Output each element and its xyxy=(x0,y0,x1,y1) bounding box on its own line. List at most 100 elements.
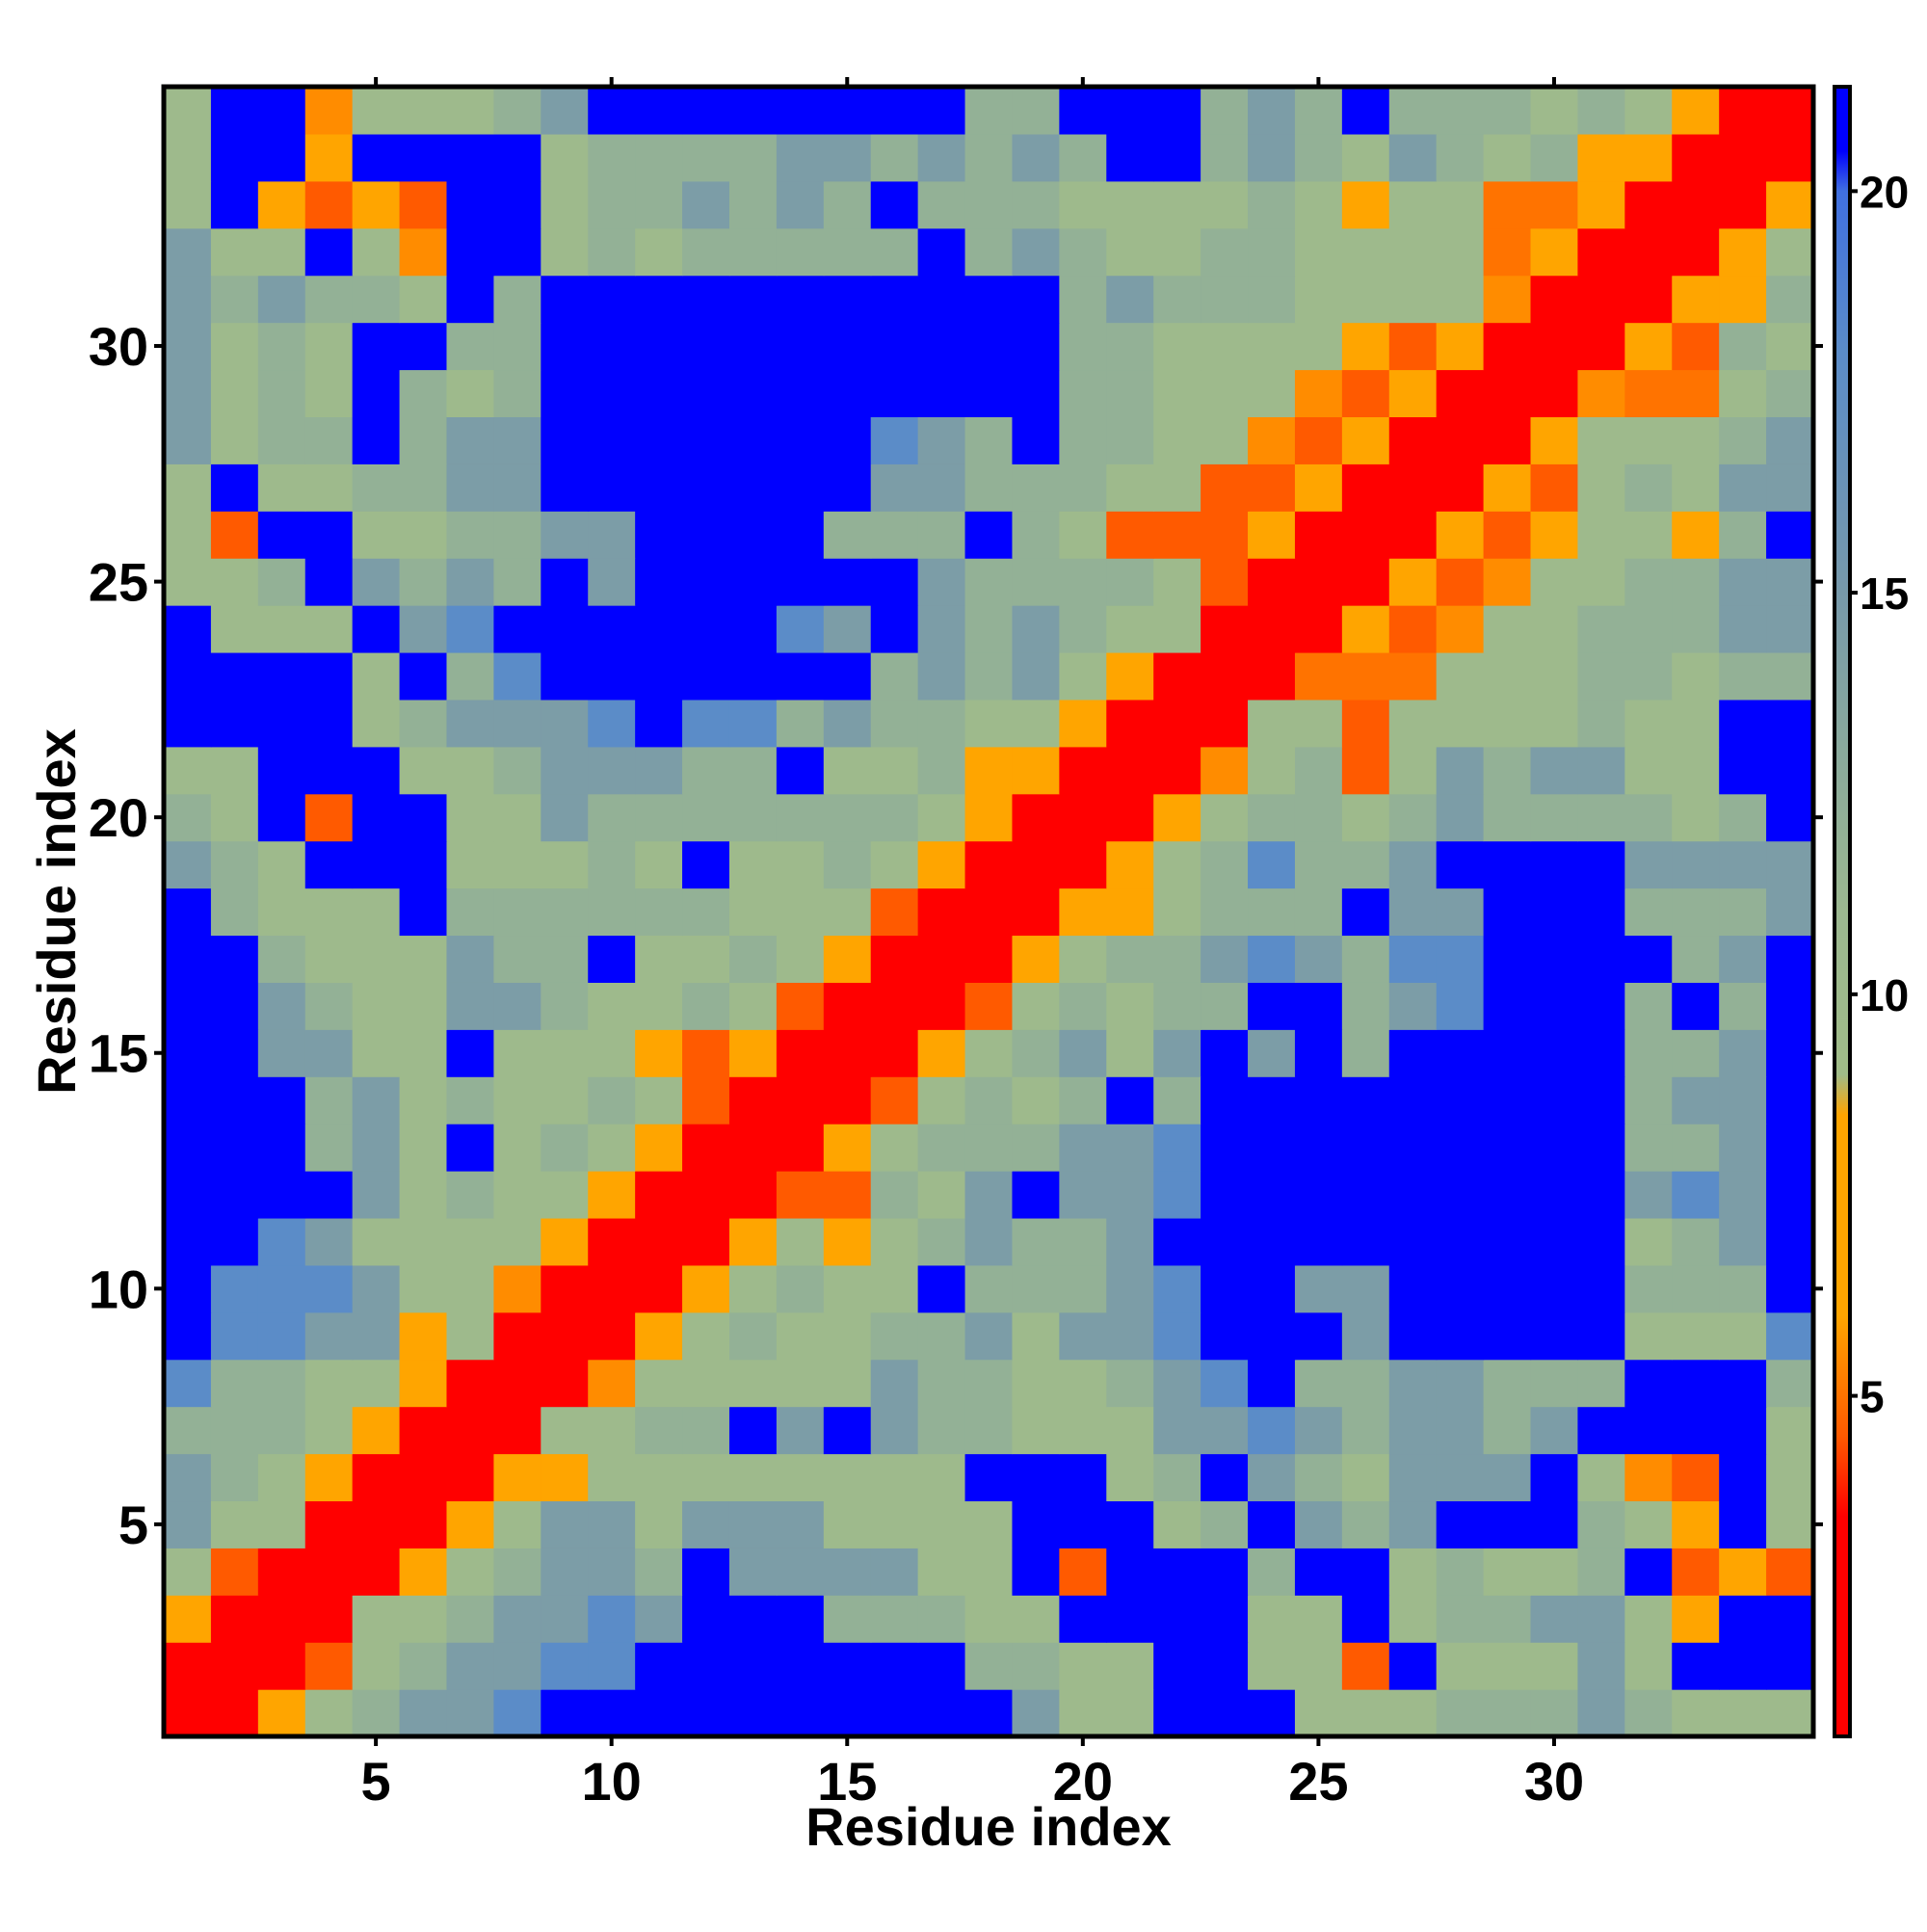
heatmap-cell xyxy=(1012,1076,1060,1125)
heatmap-cell xyxy=(1577,416,1625,464)
heatmap-cell xyxy=(164,1217,212,1266)
heatmap-cell xyxy=(823,651,872,701)
heatmap-cell xyxy=(1248,1311,1296,1361)
heatmap-cell xyxy=(1530,1359,1579,1408)
heatmap-cell xyxy=(541,275,589,324)
heatmap-cell xyxy=(682,227,730,277)
heatmap-cell xyxy=(399,275,448,324)
heatmap-cell xyxy=(541,1453,589,1502)
heatmap-cell xyxy=(1059,1076,1107,1125)
heatmap-cell xyxy=(1012,369,1060,417)
heatmap-cell xyxy=(1672,887,1720,937)
heatmap-cell xyxy=(1766,887,1814,937)
heatmap-cell xyxy=(446,1548,494,1596)
heatmap-cell xyxy=(210,322,259,371)
heatmap-cell xyxy=(399,1171,448,1219)
heatmap-cell xyxy=(1153,699,1201,748)
heatmap-cell xyxy=(1719,133,1767,182)
heatmap-cell xyxy=(1059,1406,1107,1455)
heatmap-cell xyxy=(1624,416,1673,464)
heatmap-cell xyxy=(164,793,212,842)
heatmap-cell xyxy=(352,133,401,182)
heatmap-cell xyxy=(1530,1595,1579,1643)
heatmap-cell xyxy=(917,227,966,277)
heatmap-cell xyxy=(164,558,212,606)
heatmap-cell xyxy=(1530,1029,1579,1077)
heatmap-cell xyxy=(1624,1124,1673,1172)
heatmap-cell xyxy=(588,322,636,371)
heatmap-cell xyxy=(776,1264,825,1313)
heatmap-cell xyxy=(257,1264,306,1313)
heatmap-cell xyxy=(964,558,1014,606)
heatmap-cell xyxy=(682,746,730,795)
heatmap-cell xyxy=(446,1595,494,1643)
heatmap-cell xyxy=(1624,793,1673,842)
heatmap-cell xyxy=(1153,1029,1201,1077)
heatmap-cell xyxy=(870,1406,919,1455)
heatmap-cell xyxy=(1294,605,1343,653)
heatmap-cell xyxy=(1294,227,1343,277)
heatmap-cell xyxy=(257,416,306,464)
heatmap-cell xyxy=(304,558,354,606)
heatmap-cell xyxy=(1388,1406,1438,1455)
heatmap-cell xyxy=(1059,1124,1107,1172)
heatmap-cell xyxy=(1248,1453,1296,1502)
heatmap-cell xyxy=(1483,558,1532,606)
heatmap-cell xyxy=(964,651,1014,701)
heatmap-cell xyxy=(541,1311,589,1361)
heatmap-cell xyxy=(1577,935,1625,983)
heatmap-cell xyxy=(728,416,778,464)
heatmap-cell xyxy=(917,1311,966,1361)
heatmap-cell xyxy=(964,1595,1014,1643)
heatmap-cell xyxy=(1341,1029,1390,1077)
heatmap-cell xyxy=(399,1217,448,1266)
heatmap-cell xyxy=(1719,840,1767,889)
heatmap-cell xyxy=(1672,1311,1720,1361)
heatmap-cell xyxy=(635,1217,683,1266)
heatmap-cell xyxy=(1248,840,1296,889)
heatmap-cell xyxy=(1436,511,1485,559)
heatmap-cell xyxy=(635,1029,683,1077)
heatmap-cell xyxy=(1294,511,1343,559)
heatmap-cell xyxy=(1436,1548,1485,1596)
heatmap-cell xyxy=(352,275,401,324)
heatmap-cell xyxy=(257,1217,306,1266)
heatmap-cell xyxy=(1294,793,1343,842)
heatmap-cell xyxy=(1059,275,1107,324)
heatmap-cell xyxy=(1577,1453,1625,1502)
colorbar-tick-label: 10 xyxy=(1860,970,1909,1020)
heatmap-cell xyxy=(1577,322,1625,371)
heatmap-cell xyxy=(1248,1406,1296,1455)
heatmap-cell xyxy=(1388,463,1438,512)
heatmap-cell xyxy=(1106,511,1154,559)
heatmap-cell xyxy=(588,982,636,1030)
heatmap-cell xyxy=(399,605,448,653)
heatmap-cell xyxy=(1530,982,1579,1030)
heatmap-cell xyxy=(1248,605,1296,653)
heatmap-cell xyxy=(1766,1311,1814,1361)
heatmap-cell xyxy=(1341,1311,1390,1361)
heatmap-cell xyxy=(1719,463,1767,512)
heatmap-cell xyxy=(823,1217,872,1266)
heatmap-cell xyxy=(1106,87,1154,135)
heatmap-cell xyxy=(588,887,636,937)
heatmap-cell xyxy=(1436,1029,1485,1077)
heatmap-cell xyxy=(1388,1217,1438,1266)
heatmap-cell xyxy=(1672,746,1720,795)
heatmap-cell xyxy=(1388,227,1438,277)
heatmap-cell xyxy=(1294,746,1343,795)
heatmap-cell xyxy=(352,1642,401,1690)
heatmap-cell xyxy=(1059,1217,1107,1266)
heatmap-cell xyxy=(823,1595,872,1643)
heatmap-cell xyxy=(1530,1453,1579,1502)
heatmap-cell xyxy=(1059,605,1107,653)
heatmap-cell xyxy=(1388,840,1438,889)
heatmap-cell xyxy=(635,1311,683,1361)
heatmap-cell xyxy=(870,275,919,324)
heatmap-cell xyxy=(776,1406,825,1455)
heatmap-cell xyxy=(588,275,636,324)
heatmap-cell xyxy=(1577,605,1625,653)
heatmap-cell xyxy=(352,1548,401,1596)
heatmap-cell xyxy=(1719,87,1767,135)
heatmap-cell xyxy=(1530,1548,1579,1596)
